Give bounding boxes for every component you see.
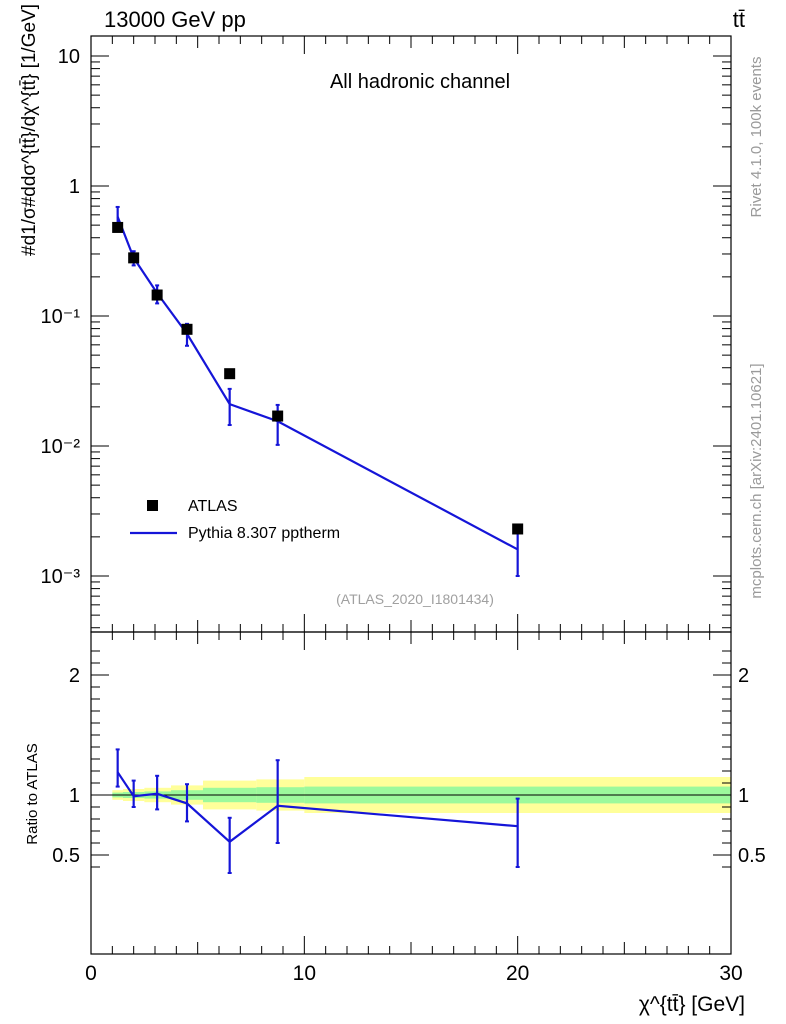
atlas-data-point — [112, 221, 124, 233]
atlas-data-point — [128, 252, 140, 264]
ratio-y-tick-label-left: 0.5 — [52, 845, 80, 867]
legend: ATLAS Pythia 8.307 pptherm — [130, 498, 340, 542]
atlas-data-point — [151, 289, 163, 301]
ratio-data-marks — [115, 748, 520, 874]
pythia-curve — [116, 216, 519, 551]
ratio-y-tick-label-right: 1 — [738, 785, 749, 807]
analysis-id: (ATLAS_2020_I1801434) — [336, 591, 494, 607]
atlas-data-point — [272, 410, 284, 422]
source-label: mcplots.cern.ch [arXiv:2401.10621] — [748, 363, 765, 598]
x-tick-label: 0 — [85, 962, 97, 985]
main-y-tick-label: 1 — [69, 176, 80, 198]
rivet-version-label: Rivet 4.1.0, 100k events — [748, 57, 765, 218]
main-y-tick-label: 10⁻³ — [41, 566, 81, 588]
legend-atlas-marker — [147, 500, 158, 511]
atlas-data-point — [181, 323, 193, 335]
main-y-axis-title: #d1/σ#ddσ^{tt̄}/dχ^{tt̄} [1/GeV] — [19, 4, 40, 256]
ratio-y-tick-label-right: 0.5 — [738, 845, 766, 867]
legend-atlas-label: ATLAS — [188, 498, 238, 515]
ratio-y-tick-label-right: 2 — [738, 665, 749, 687]
energy-label: 13000 GeV pp — [104, 7, 246, 32]
atlas-data-point — [512, 523, 524, 535]
axis-ticks — [90, 36, 732, 954]
main-title: All hadronic channel — [330, 71, 510, 93]
main-data-marks — [112, 205, 524, 577]
main-y-tick-label: 10⁻¹ — [41, 306, 81, 328]
x-axis-title: χ^{tt̄} [GeV] — [639, 993, 745, 1016]
x-tick-label: 20 — [506, 962, 529, 985]
process-label: tt̄ — [733, 7, 745, 32]
axis-tick-labels: 10⁻³ 10⁻² 10⁻¹ 1 10 0.5 1 2 0.5 1 2 0 10… — [41, 46, 766, 985]
atlas-data-point — [224, 368, 236, 380]
ratio-y-tick-label-left: 2 — [69, 665, 80, 687]
x-tick-label: 30 — [719, 962, 742, 985]
x-tick-label: 10 — [293, 962, 316, 985]
ratio-y-axis-title: Ratio to ATLAS — [24, 743, 41, 844]
legend-pythia-label: Pythia 8.307 pptherm — [188, 525, 340, 542]
main-y-tick-label: 10⁻² — [41, 436, 81, 458]
main-y-tick-label: 10 — [58, 46, 80, 68]
ratio-y-tick-label-left: 1 — [69, 785, 80, 807]
